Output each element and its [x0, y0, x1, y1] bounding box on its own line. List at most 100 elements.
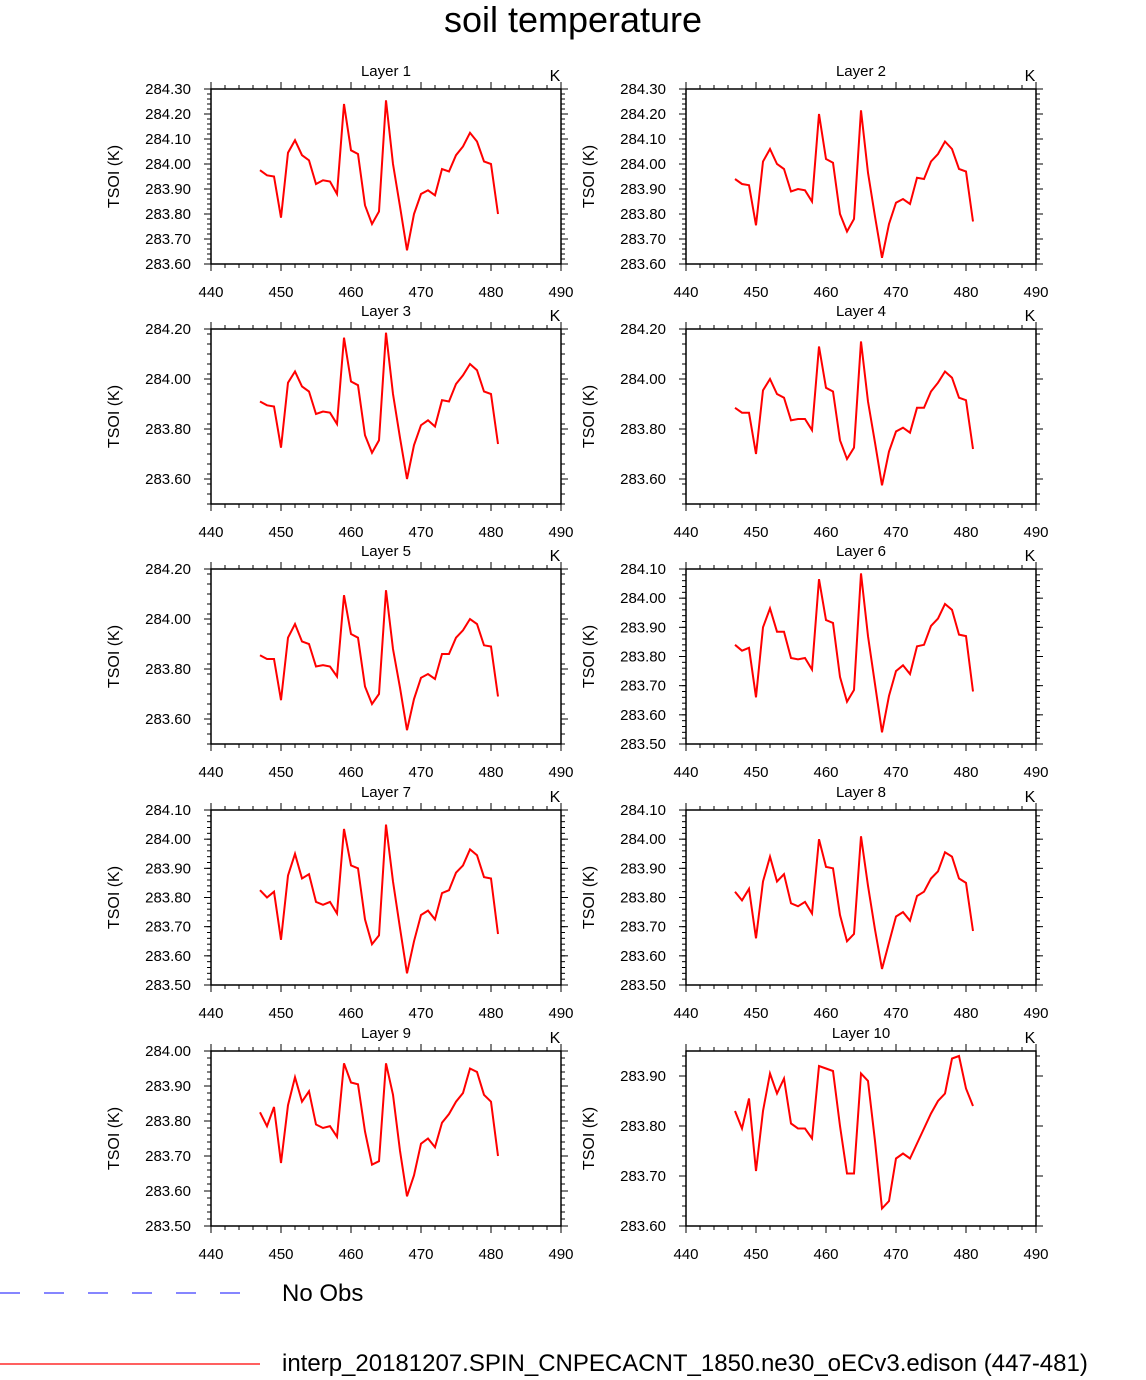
- panel-4-ytick-label: 284.20: [620, 321, 666, 338]
- panel-7-series-line: [260, 825, 498, 974]
- panel-8-xtick-label: 480: [953, 1005, 978, 1022]
- panel-8-xtick-label: 470: [883, 1005, 908, 1022]
- panel-1-ytick-label: 283.70: [145, 231, 191, 248]
- panel-9-ytick-label: 283.90: [145, 1078, 191, 1095]
- panel-7-xtick-label: 460: [338, 1005, 363, 1022]
- panel-7-xtick-label: 450: [268, 1005, 293, 1022]
- panel-1-ytick-label: 284.30: [145, 81, 191, 98]
- panel-6-xtick-label: 450: [743, 764, 768, 781]
- legend-swatches: [0, 1280, 260, 1380]
- panel-7-xtick-label: 470: [408, 1005, 433, 1022]
- panel-9-xtick-label: 460: [338, 1246, 363, 1263]
- panel-2-xtick-label: 490: [1023, 284, 1048, 301]
- panel-6-ytick-label: 283.50: [620, 736, 666, 753]
- panel-1-xtick-label: 460: [338, 284, 363, 301]
- panel-1-ytick-label: 284.00: [145, 156, 191, 173]
- panel-7-ytick-label: 283.60: [145, 948, 191, 965]
- panel-5-ytick-label: 284.20: [145, 561, 191, 578]
- panel-9-ytick-label: 283.70: [145, 1148, 191, 1165]
- panel-7-xtick-label: 490: [548, 1005, 573, 1022]
- panel-9-xtick-label: 450: [268, 1246, 293, 1263]
- panel-3-xtick-label: 440: [198, 524, 223, 541]
- panel-2-ylabel: TSOI (K): [581, 145, 598, 208]
- panel-2-xtick-label: 460: [813, 284, 838, 301]
- panel-7-ylabel: TSOI (K): [106, 866, 123, 929]
- panel-2-xtick-label: 480: [953, 284, 978, 301]
- panel-10-xtick-label: 490: [1023, 1246, 1048, 1263]
- panel-6-ylabel: TSOI (K): [581, 625, 598, 688]
- panel-10-ytick-label: 283.70: [620, 1168, 666, 1185]
- panel-8-ytick-label: 284.10: [620, 802, 666, 819]
- panel-6-frame: [686, 569, 1036, 744]
- panel-5-ytick-label: 283.80: [145, 661, 191, 678]
- panel-9-title: Layer 9: [361, 1025, 411, 1042]
- panel-7-ytick-label: 283.80: [145, 890, 191, 907]
- panel-5-series-line: [260, 590, 498, 730]
- panel-7-xtick-label: 480: [478, 1005, 503, 1022]
- panel-3-xtick-label: 460: [338, 524, 363, 541]
- panel-3-ytick-label: 283.80: [145, 421, 191, 438]
- panel-3-xtick-label: 450: [268, 524, 293, 541]
- panel-6-ytick-label: 283.80: [620, 649, 666, 666]
- panel-10-ytick-label: 283.60: [620, 1218, 666, 1235]
- panel-6-units: K: [1025, 548, 1036, 565]
- panel-9-ytick-label: 283.60: [145, 1183, 191, 1200]
- panel-4-xtick-label: 490: [1023, 524, 1048, 541]
- panel-2-xtick-label: 440: [673, 284, 698, 301]
- panel-8-ytick-label: 283.50: [620, 977, 666, 994]
- panel-10-ytick-label: 283.90: [620, 1068, 666, 1085]
- panel-9-xtick-label: 490: [548, 1246, 573, 1263]
- panel-2-xtick-label: 470: [883, 284, 908, 301]
- panel-7-title: Layer 7: [361, 784, 411, 801]
- panel-5-xtick-label: 440: [198, 764, 223, 781]
- panel-10-xtick-label: 440: [673, 1246, 698, 1263]
- panel-6-xtick-label: 460: [813, 764, 838, 781]
- panel-3-units: K: [550, 308, 561, 325]
- panel-9-xtick-label: 470: [408, 1246, 433, 1263]
- panel-4-xtick-label: 450: [743, 524, 768, 541]
- panel-8-ytick-label: 283.70: [620, 919, 666, 936]
- panel-8-ytick-label: 283.60: [620, 948, 666, 965]
- panel-4-ytick-label: 283.80: [620, 421, 666, 438]
- panel-1-ytick-label: 284.20: [145, 106, 191, 123]
- panel-8-series-line: [735, 836, 973, 969]
- panel-1-xtick-label: 490: [548, 284, 573, 301]
- panel-5-units: K: [550, 548, 561, 565]
- panel-2-units: K: [1025, 68, 1036, 85]
- panel-5-xtick-label: 460: [338, 764, 363, 781]
- panel-1-xtick-label: 480: [478, 284, 503, 301]
- panel-6-ytick-label: 283.60: [620, 707, 666, 724]
- panel-6-ytick-label: 284.00: [620, 590, 666, 607]
- panel-3-ytick-label: 283.60: [145, 471, 191, 488]
- panel-4-units: K: [1025, 308, 1036, 325]
- legend-label-model: interp_20181207.SPIN_CNPECACNT_1850.ne30…: [282, 1350, 1088, 1378]
- panel-8-ytick-label: 284.00: [620, 831, 666, 848]
- panel-6-title: Layer 6: [836, 543, 886, 560]
- panel-10-xtick-label: 460: [813, 1246, 838, 1263]
- panel-3-ytick-label: 284.00: [145, 371, 191, 388]
- panel-4-xtick-label: 460: [813, 524, 838, 541]
- panel-8-ytick-label: 283.90: [620, 860, 666, 877]
- panel-4-xtick-label: 480: [953, 524, 978, 541]
- panel-8-ylabel: TSOI (K): [581, 866, 598, 929]
- panel-10-ylabel: TSOI (K): [581, 1107, 598, 1170]
- panel-10-units: K: [1025, 1030, 1036, 1047]
- panel-4-ytick-label: 284.00: [620, 371, 666, 388]
- panel-10-xtick-label: 470: [883, 1246, 908, 1263]
- panel-3-xtick-label: 470: [408, 524, 433, 541]
- panel-7-ytick-label: 284.10: [145, 802, 191, 819]
- panel-1-xtick-label: 440: [198, 284, 223, 301]
- panel-2-ytick-label: 283.90: [620, 181, 666, 198]
- panel-1-xtick-label: 450: [268, 284, 293, 301]
- panel-9-ytick-label: 283.50: [145, 1218, 191, 1235]
- panel-5-xtick-label: 470: [408, 764, 433, 781]
- panel-7-ytick-label: 284.00: [145, 831, 191, 848]
- panel-9-series-line: [260, 1063, 498, 1196]
- panel-1-xtick-label: 470: [408, 284, 433, 301]
- panel-4-title: Layer 4: [836, 303, 886, 320]
- panel-8-xtick-label: 450: [743, 1005, 768, 1022]
- panel-5-ytick-label: 283.60: [145, 711, 191, 728]
- panel-3-series-line: [260, 333, 498, 479]
- panel-2-ytick-label: 283.80: [620, 206, 666, 223]
